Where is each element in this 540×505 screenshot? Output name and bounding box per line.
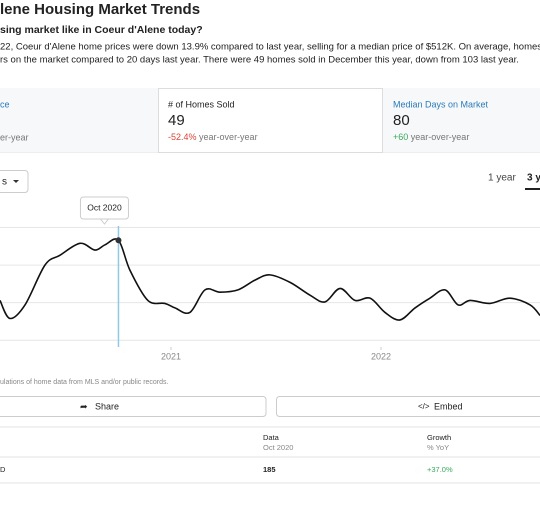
card[interactable] <box>0 88 158 152</box>
share-icon: ➦ <box>80 401 88 411</box>
card-change-text: er-year <box>0 132 29 142</box>
tooltip-text: Oct 2020 <box>87 202 122 212</box>
table-header: Data <box>263 433 280 442</box>
range-option-active[interactable]: 3 y <box>527 173 540 184</box>
table-cell: 185 <box>263 465 276 474</box>
table-subheader: % YoY <box>427 443 449 452</box>
paragraph-line: 22, Coeur d'Alene home prices were down … <box>0 42 540 53</box>
tooltip-pointer <box>100 219 108 224</box>
hover-point <box>115 237 121 243</box>
card-change: -52.4% year-over-year <box>168 132 258 142</box>
card-change: +60 year-over-year <box>393 132 469 142</box>
button-text: Share <box>95 401 119 411</box>
subtitle: sing market like in Coeur d'Alene today? <box>0 24 203 36</box>
title: lene Housing Market Trends <box>0 1 200 18</box>
x-tick-label: 2022 <box>371 351 391 361</box>
footnote: ulations of home data from MLS and/or pu… <box>0 379 169 386</box>
paragraph-line: rs on the market compared to 20 days las… <box>0 55 519 66</box>
share-button[interactable] <box>0 397 266 417</box>
card-label: Median Days on Market <box>393 99 489 109</box>
line <box>0 239 540 320</box>
table-cell: +37.0% <box>427 465 453 474</box>
card-value: 80 <box>393 112 410 129</box>
embed-button[interactable] <box>277 397 540 417</box>
dropdown-text: s <box>2 177 7 188</box>
change: +60 <box>393 132 408 142</box>
card-label: # of Homes Sold <box>168 99 235 109</box>
table-header: Growth <box>427 433 451 442</box>
change: -52.4% <box>168 132 197 142</box>
card-value: 49 <box>168 112 185 129</box>
table-cell: D <box>0 465 6 474</box>
x-tick-label: 2021 <box>161 351 181 361</box>
change-text: year-over-year <box>199 132 258 142</box>
button-text: Embed <box>434 401 463 411</box>
embed-icon: </> <box>418 402 430 411</box>
card-selected[interactable] <box>159 89 383 153</box>
table-subheader: Oct 2020 <box>263 443 293 452</box>
plot: 2021 2022 Oct 2020 <box>0 197 540 361</box>
change-text: year-over-year <box>411 132 470 142</box>
card-label: ce <box>0 99 10 109</box>
range-option[interactable]: 1 year <box>488 173 516 184</box>
